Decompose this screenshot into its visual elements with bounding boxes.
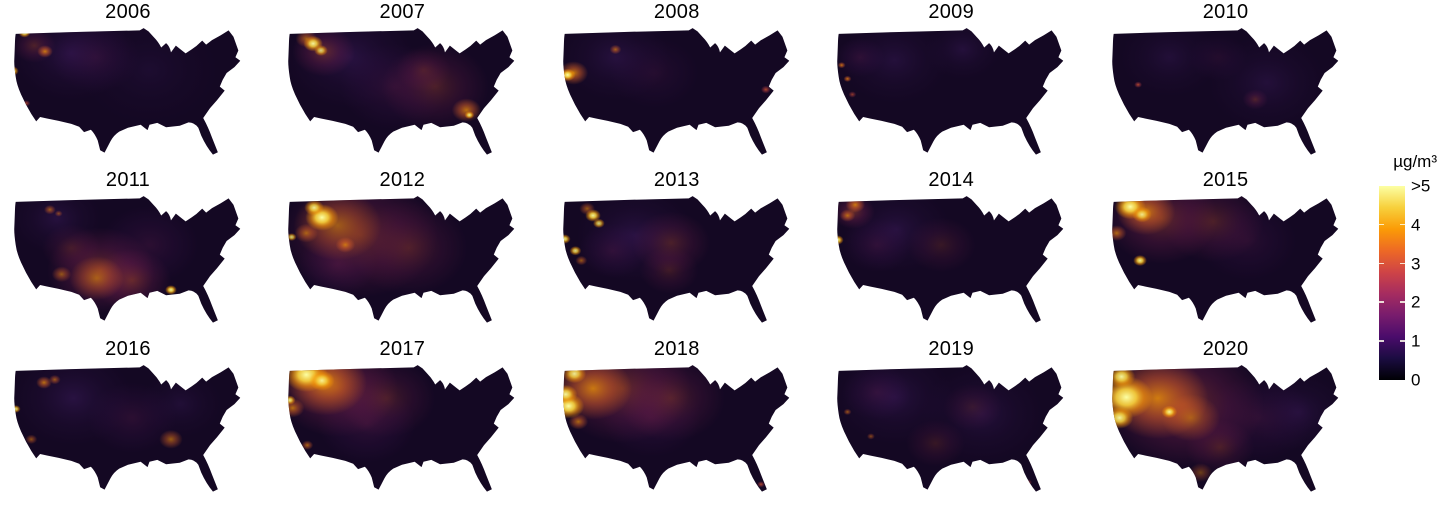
year-title: 2014 xyxy=(928,169,975,192)
map-cell-2013: 2013 xyxy=(549,169,823,337)
year-title: 2006 xyxy=(105,1,151,23)
year-title: 2007 xyxy=(379,1,426,23)
year-title: 2015 xyxy=(1202,169,1249,192)
maps-grid: 2006 2007 2008 2009 2010 2011 2012 2013 … xyxy=(0,1,1372,506)
year-title: 2012 xyxy=(379,169,426,192)
us-map xyxy=(552,26,802,162)
us-map xyxy=(826,363,1076,499)
us-map xyxy=(826,26,1076,162)
colorbar xyxy=(1379,186,1405,380)
colorbar-tick-mark xyxy=(1400,301,1405,303)
colorbar-tick-mark xyxy=(1379,262,1384,265)
colorbar-tick-mark xyxy=(1379,223,1384,226)
map-cell-2011: 2011 xyxy=(0,169,274,337)
map-cell-2006: 2006 xyxy=(0,1,274,169)
us-map xyxy=(277,194,527,330)
map-cell-2015: 2015 xyxy=(1098,169,1372,337)
year-title: 2011 xyxy=(105,169,151,192)
map-cell-2007: 2007 xyxy=(274,1,548,169)
map-cell-2016: 2016 xyxy=(0,338,274,506)
us-map xyxy=(277,363,527,499)
us-map xyxy=(3,26,253,162)
us-map xyxy=(552,363,802,499)
map-cell-2019: 2019 xyxy=(823,338,1097,506)
colorbar-tick-gt5: >5 xyxy=(1411,176,1431,196)
year-title: 2017 xyxy=(379,337,426,360)
year-title: 2016 xyxy=(105,337,151,360)
year-title: 2010 xyxy=(1202,1,1249,23)
colorbar-tick-4: 4 xyxy=(1411,215,1421,235)
us-map xyxy=(3,363,253,499)
map-cell-2018: 2018 xyxy=(549,338,823,506)
map-cell-2010: 2010 xyxy=(1098,1,1372,169)
us-map xyxy=(552,194,802,330)
map-cell-2020: 2020 xyxy=(1098,338,1372,506)
year-title: 2020 xyxy=(1202,337,1249,360)
colorbar-unit-label: µg/m³ xyxy=(1393,152,1437,171)
year-title: 2013 xyxy=(653,169,700,192)
colorbar-body: >5 4 3 2 1 0 xyxy=(1378,178,1438,389)
year-title: 2019 xyxy=(928,337,975,360)
us-map xyxy=(826,194,1076,330)
year-title: 2009 xyxy=(928,1,975,23)
map-cell-2017: 2017 xyxy=(274,338,548,506)
colorbar-tick-mark xyxy=(1379,301,1384,303)
us-map xyxy=(1101,363,1351,499)
us-map xyxy=(1101,26,1351,162)
colorbar-legend: µg/m³ >5 4 3 2 1 0 xyxy=(1378,152,1438,389)
map-cell-2014: 2014 xyxy=(823,169,1097,337)
colorbar-tick-2: 2 xyxy=(1411,292,1421,312)
colorbar-tick-mark xyxy=(1400,262,1405,265)
colorbar-tick-mark xyxy=(1400,340,1405,342)
colorbar-tick-3: 3 xyxy=(1411,254,1421,274)
us-map xyxy=(1101,194,1351,330)
map-cell-2012: 2012 xyxy=(274,169,548,337)
map-cell-2008: 2008 xyxy=(549,1,823,169)
colorbar-tick-0: 0 xyxy=(1411,370,1421,390)
year-title: 2018 xyxy=(653,337,700,360)
colorbar-tick-mark xyxy=(1400,223,1405,226)
colorbar-tick-mark xyxy=(1379,340,1384,342)
colorbar-tick-1: 1 xyxy=(1411,331,1421,351)
us-map xyxy=(277,26,527,162)
us-map xyxy=(3,194,253,330)
year-title: 2008 xyxy=(653,1,700,23)
colorbar-tick-labels: >5 4 3 2 1 0 xyxy=(1411,178,1437,389)
map-cell-2009: 2009 xyxy=(823,1,1097,169)
